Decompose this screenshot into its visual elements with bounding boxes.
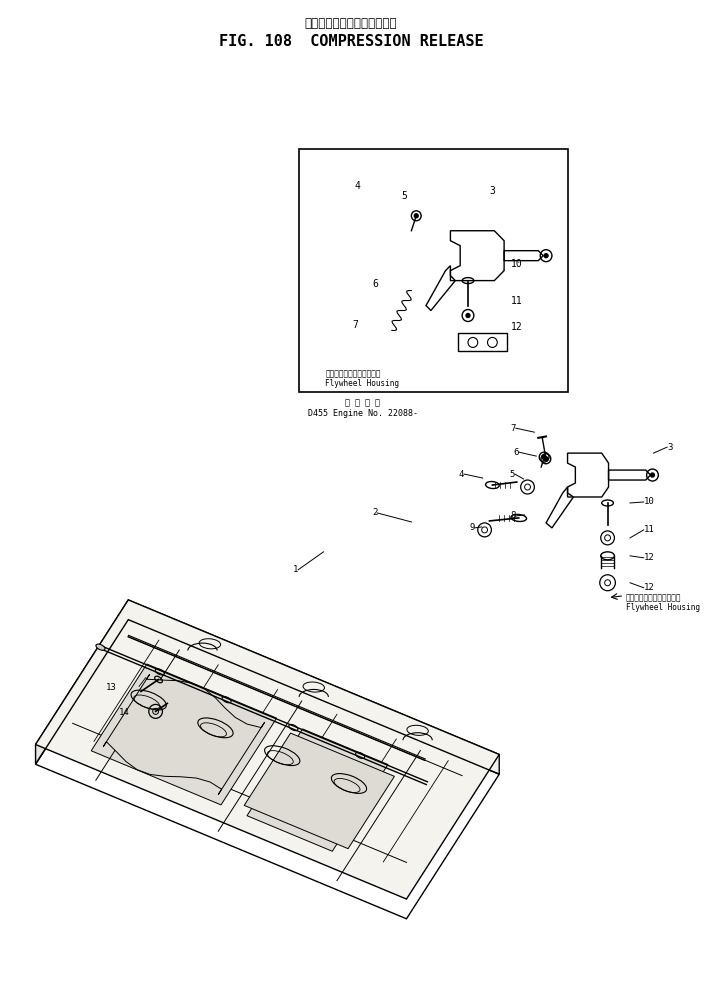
Text: コンプレッション　リリーズ: コンプレッション リリーズ	[305, 17, 397, 30]
Circle shape	[650, 473, 655, 477]
Text: 3: 3	[667, 443, 673, 452]
Circle shape	[466, 314, 470, 317]
Text: 10: 10	[511, 259, 523, 269]
Text: 6: 6	[513, 448, 518, 457]
Text: 12: 12	[511, 322, 523, 332]
Text: 3: 3	[490, 186, 495, 196]
Text: 14: 14	[118, 708, 129, 717]
Circle shape	[376, 316, 380, 320]
Text: 12: 12	[644, 584, 655, 592]
Polygon shape	[91, 664, 277, 805]
Text: Flywheel Housing: Flywheel Housing	[326, 379, 399, 388]
Polygon shape	[247, 729, 388, 852]
Text: 13: 13	[106, 683, 117, 692]
Circle shape	[361, 313, 366, 316]
Text: 11: 11	[511, 296, 523, 306]
Circle shape	[414, 214, 418, 218]
Text: D455 Engine No. 22088-: D455 Engine No. 22088-	[308, 408, 417, 417]
Text: FIG. 108  COMPRESSION RELEASE: FIG. 108 COMPRESSION RELEASE	[219, 34, 483, 48]
Ellipse shape	[96, 644, 105, 650]
Circle shape	[544, 457, 548, 461]
Text: 5: 5	[402, 191, 407, 201]
Text: 12: 12	[644, 553, 655, 563]
Text: 10: 10	[644, 497, 655, 506]
Text: 7: 7	[353, 320, 358, 330]
Polygon shape	[36, 600, 128, 764]
Circle shape	[544, 253, 548, 258]
Text: 4: 4	[355, 181, 361, 191]
Circle shape	[542, 455, 546, 459]
Text: 1: 1	[293, 566, 298, 575]
Circle shape	[364, 225, 369, 229]
Text: 8: 8	[511, 511, 516, 520]
Bar	[299, 149, 568, 393]
Polygon shape	[244, 733, 394, 849]
Text: 9: 9	[470, 523, 475, 532]
Text: 2: 2	[372, 508, 377, 517]
Text: 5: 5	[510, 470, 515, 479]
Text: フライホイールハウジング: フライホイールハウジング	[326, 370, 381, 379]
Polygon shape	[128, 600, 499, 774]
Text: 4: 4	[459, 470, 464, 479]
Text: 7: 7	[511, 423, 516, 432]
Text: 6: 6	[372, 279, 378, 289]
Polygon shape	[36, 600, 499, 899]
Text: フライホイールハウジング: フライホイールハウジング	[626, 593, 682, 602]
Text: 11: 11	[644, 525, 655, 534]
Text: 適 用 番 号: 適 用 番 号	[345, 399, 380, 407]
Text: Flywheel Housing: Flywheel Housing	[626, 603, 700, 612]
Polygon shape	[103, 674, 265, 794]
